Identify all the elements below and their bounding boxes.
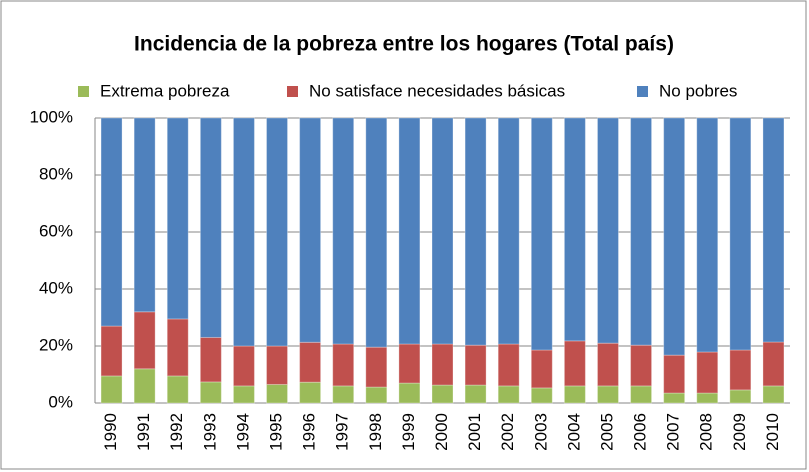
bar-segment (365, 346, 388, 388)
y-tick-label: 40% (39, 278, 73, 297)
legend-label: No satisface necesidades básicas (309, 81, 565, 100)
bar-segment (332, 343, 355, 387)
legend-label: Extrema pobreza (100, 81, 230, 100)
bar-segment (596, 385, 619, 404)
y-tick-label: 80% (39, 164, 73, 183)
bar-segment (630, 385, 653, 404)
bar-segment (266, 345, 289, 385)
bar-segment (762, 341, 785, 387)
bar-segment (199, 381, 222, 404)
bar-segment (266, 117, 289, 347)
bar-segment (431, 384, 454, 404)
bar-segment (464, 117, 487, 346)
bar-segment (398, 343, 421, 384)
bar-segment (431, 117, 454, 345)
bar-segment (563, 385, 586, 404)
bar-segment (596, 342, 619, 387)
legend-marker (78, 86, 89, 97)
bar-segment (166, 375, 189, 404)
chart-title: Incidencia de la pobreza entre los hogar… (134, 33, 674, 56)
bar-segment (398, 117, 421, 345)
x-tick-label: 1995 (267, 413, 286, 451)
bar-segment (762, 385, 785, 404)
bar-segment (199, 336, 222, 383)
x-tick-label: 1992 (167, 413, 186, 451)
bar-segment (530, 349, 553, 389)
bar-segment (299, 381, 322, 404)
legend-label: No pobres (659, 81, 737, 100)
bar-segment (630, 117, 653, 346)
bar-segment (630, 344, 653, 387)
x-tick-label: 1993 (200, 413, 219, 451)
bar-segment (497, 117, 520, 345)
x-tick-label: 2008 (697, 413, 716, 451)
x-tick-label: 1997 (333, 413, 352, 451)
bar-segment (729, 117, 752, 351)
bar-segment (596, 117, 619, 344)
bar-segment (133, 117, 156, 313)
bar-segment (332, 385, 355, 404)
x-tick-label: 2002 (498, 413, 517, 451)
bar-segment (696, 392, 719, 404)
x-tick-label: 1990 (101, 413, 120, 451)
bar-segment (232, 385, 255, 404)
x-tick-label: 1998 (366, 413, 385, 451)
bar-segment (398, 382, 421, 404)
bar-segment (166, 318, 189, 377)
x-tick-label: 2003 (531, 413, 550, 451)
bar-segment (365, 386, 388, 404)
bar-segment (530, 117, 553, 351)
bar-segment (464, 344, 487, 386)
bar-segment (663, 354, 686, 394)
legend-marker (287, 86, 298, 97)
bar-segment (762, 117, 785, 343)
bar-segment (431, 343, 454, 386)
bar-segment (133, 311, 156, 370)
x-tick-label: 2007 (664, 413, 683, 451)
bar-segment (299, 341, 322, 383)
bar-segment (696, 351, 719, 394)
bar-segment (729, 349, 752, 391)
y-tick-label: 60% (39, 221, 73, 240)
bar-segment (464, 384, 487, 404)
x-tick-label: 2006 (631, 413, 650, 451)
y-tick-label: 20% (39, 335, 73, 354)
x-tick-label: 1999 (399, 413, 418, 451)
y-tick-label: 100% (30, 107, 73, 126)
bar-segment (563, 117, 586, 342)
x-tick-label: 1994 (233, 413, 252, 451)
x-tick-label: 2000 (432, 413, 451, 451)
bar-segment (266, 383, 289, 404)
x-tick-label: 1996 (300, 413, 319, 451)
bar-segment (299, 117, 322, 343)
bar-segment (332, 117, 355, 345)
bar-segment (100, 325, 123, 377)
x-tick-label: 2001 (465, 413, 484, 451)
x-tick-label: 2004 (564, 413, 583, 451)
bar-segment (497, 385, 520, 404)
bar-segment (663, 117, 686, 356)
x-tick-label: 2009 (730, 413, 749, 451)
bar-segment (100, 117, 123, 327)
bar-segment (530, 387, 553, 404)
y-tick-label: 0% (48, 392, 73, 411)
x-tick-label: 2005 (597, 413, 616, 451)
bar-segment (100, 375, 123, 404)
bar-segment (729, 389, 752, 404)
bar-segment (133, 368, 156, 404)
bar-segment (563, 340, 586, 387)
x-tick-label: 2010 (763, 413, 782, 451)
bar-segment (663, 392, 686, 404)
bar-segment (199, 117, 222, 338)
bar-segment (232, 345, 255, 387)
bar-segment (232, 117, 255, 347)
x-tick-label: 1991 (134, 413, 153, 451)
bar-segment (497, 343, 520, 387)
bar-segment (365, 117, 388, 348)
bar-segment (166, 117, 189, 320)
legend-marker (637, 86, 648, 97)
bar-segment (696, 117, 719, 353)
